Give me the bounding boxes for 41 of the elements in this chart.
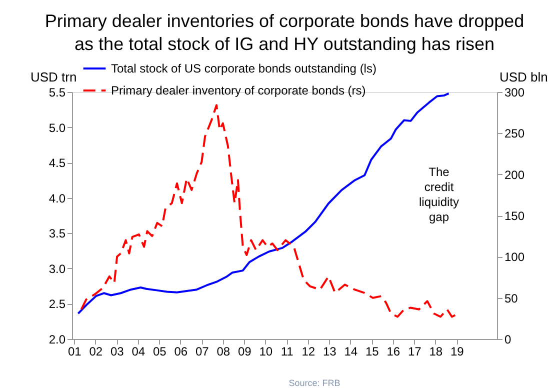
source-note: Source: FRB — [288, 378, 340, 388]
x-tick-label: 10 — [259, 344, 273, 358]
y2-tick-label: 150 — [504, 209, 525, 223]
y2-tick-label: 200 — [504, 168, 525, 182]
x-tick-label: 07 — [195, 344, 210, 358]
x-tick-label: 13 — [322, 344, 337, 358]
y-tick-label: 2.5 — [48, 297, 66, 312]
x-tick-label: 05 — [152, 344, 167, 358]
x-tick-label: 16 — [386, 344, 400, 358]
y2-tick-label: 0 — [504, 332, 512, 346]
chart-title: Primary dealer inventories of corporate bonds have dropped as the total stock of IG and HY outstanding has risen — [44, 11, 524, 54]
x-tick-label: 01 — [68, 344, 82, 358]
y-tick-label: 4.0 — [48, 191, 66, 206]
x-tick-label: 15 — [365, 344, 380, 358]
y-tick-label: 5.5 — [48, 86, 66, 100]
x-tick-label: 03 — [110, 344, 124, 358]
x-tick-label: 06 — [174, 344, 188, 358]
x-tick-label: 17 — [408, 344, 422, 358]
x-tick-label: 09 — [238, 344, 252, 358]
y-tick-label: 5.0 — [48, 120, 66, 135]
y-tick-label: 3.5 — [48, 226, 66, 241]
x-tick-label: 08 — [216, 344, 230, 358]
legend-label: Total stock of US corporate bonds outstanding (ls) — [111, 62, 376, 76]
y-tick-label: 2.0 — [48, 332, 66, 346]
y-axis-title: USD trn — [30, 70, 77, 84]
y2-tick-label: 300 — [504, 86, 525, 100]
legend-label: Primary dealer inventory of corporate bonds (rs) — [111, 84, 366, 98]
y2-tick-label: 250 — [504, 126, 525, 141]
x-tick-label: 12 — [302, 344, 316, 358]
y2-axis-title: USD bln — [500, 70, 548, 84]
x-tick-label: 04 — [132, 344, 146, 358]
y2-tick-label: 50 — [504, 291, 518, 306]
y2-tick-label: 100 — [504, 250, 525, 264]
y-tick-label: 3.0 — [48, 262, 66, 276]
x-tick-label: 18 — [429, 344, 443, 358]
x-tick-label: 02 — [89, 344, 103, 358]
x-tick-label: 19 — [450, 344, 464, 358]
annotation: The credit liquidity gap — [418, 165, 460, 224]
x-tick-label: 14 — [344, 344, 358, 358]
x-tick-label: 11 — [280, 344, 294, 358]
y-tick-label: 4.5 — [48, 156, 66, 170]
